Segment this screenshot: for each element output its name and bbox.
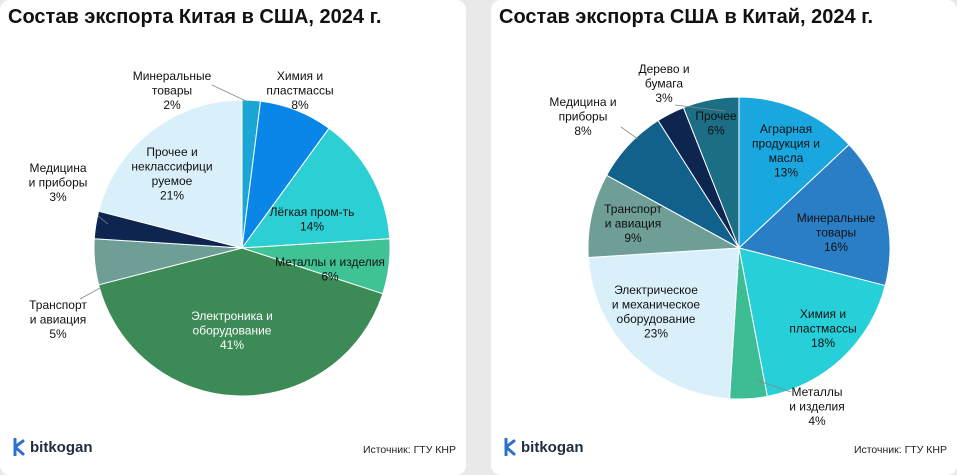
slice-label: Медицина и приборы 3% [29, 161, 88, 204]
leader-line [674, 104, 726, 112]
brand-logo: bitkogan [503, 438, 584, 456]
bitkogan-logo-icon [504, 438, 516, 456]
slice-label: Лёгкая пром-ть 14% [270, 205, 355, 234]
slice-label: Прочее и неклассифици руемое 21% [131, 145, 212, 203]
pie-slice-аграрная-продукция-и-масла [738, 96, 850, 250]
right-chart-panel: Состав экспорта США в Китай, 2024 г. Агр… [491, 0, 957, 475]
pie-chart-us-exports: Аграрная продукция и масла 13% Минеральные то… [549, 62, 891, 428]
pie-chart-china-exports: Минеральные товары 2% Химия и пластмассы 8% Лё… [29, 69, 391, 397]
slice-label: Минеральные товары 16% [797, 211, 876, 254]
slice-label: Металлы и изделия 4% [789, 385, 844, 428]
chart-title: Состав экспорта Китая в США, 2024 г. [8, 6, 382, 28]
brand-name: bitkogan [30, 438, 93, 456]
pie-slice-электрическое-и-механическое-оборудование [587, 247, 740, 400]
chart-title: Состав экспорта США в Китай, 2024 г. [499, 6, 874, 28]
leader-line [97, 215, 109, 225]
leader-line [620, 126, 639, 140]
slice-label: Химия и пластмассы 8% [266, 69, 333, 112]
slice-label: Транспорт и авиация 5% [29, 298, 87, 341]
slice-label: Дерево и бумага 3% [638, 62, 689, 105]
slice-label: Металлы и изделия 6% [275, 255, 385, 284]
pie-slice-химия-и-пластмассы [738, 247, 886, 397]
leader-line [79, 287, 101, 300]
pie-slice-транспорт-и-авиация [587, 174, 741, 259]
pie-slice-электроника-и-оборудование [98, 247, 384, 397]
brand-logo: bitkogan [12, 438, 93, 456]
pie-slice-минеральные-товары [737, 143, 891, 287]
slice-label: Прочее 6% [695, 109, 737, 138]
source-note: Источник: ГТУ КНР [853, 444, 947, 456]
brand-name: bitkogan [521, 438, 584, 456]
source-note: Источник: ГТУ КНР [362, 444, 456, 456]
slice-label: Транспорт и авиация 9% [604, 202, 662, 245]
slice-label: Аграрная продукция и масла 13% [752, 122, 820, 180]
left-chart-panel: Состав экспорта Китая в США, 2024 г. Мин… [0, 0, 466, 475]
bitkogan-logo-icon [13, 438, 25, 456]
slice-label: Минеральные товары 2% [133, 69, 212, 112]
slice-label: Медицина и приборы 8% [549, 95, 616, 138]
slice-label: Электрическое и механическое оборудование 2… [612, 283, 701, 341]
slice-label: Химия и пластмассы 18% [789, 307, 856, 350]
leader-line [755, 379, 792, 393]
leader-line [211, 84, 249, 103]
pie-slice-лёгкая-пром-ть [240, 127, 391, 249]
slice-label: Электроника и оборудование 41% [191, 309, 273, 352]
pie-slice-прочее [682, 96, 740, 249]
pie-slice-прочее-и-неклассифицируемое [98, 99, 243, 249]
